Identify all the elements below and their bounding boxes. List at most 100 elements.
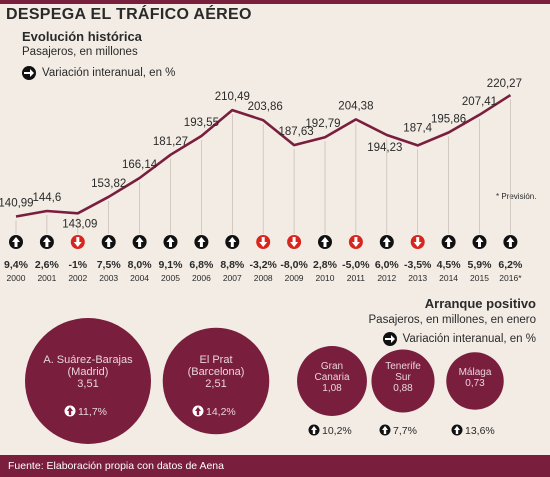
arrow-up-icon — [9, 235, 23, 249]
variation-label: 2,8% — [313, 259, 338, 271]
value-label: 195,86 — [431, 113, 466, 125]
bubble-name: A. Suárez-Barajas — [43, 354, 133, 366]
arrow-up-icon — [441, 235, 456, 249]
bubble-value: 3,51 — [77, 378, 98, 390]
value-label: 143,09 — [62, 218, 97, 230]
bubble-name: Sur — [395, 372, 411, 383]
bubble-circle — [25, 318, 151, 444]
value-label: 203,86 — [248, 101, 283, 113]
arrow-down-icon — [410, 235, 425, 249]
bubble-value: 0,73 — [465, 378, 485, 389]
bubble-legend: Variación interanual, en % — [382, 332, 536, 346]
value-label: 166,14 — [122, 159, 158, 171]
page-title: DESPEGA EL TRÁFICO AÉREO — [6, 6, 252, 23]
arrow-down-icon — [256, 235, 271, 249]
bubble-name: (Barcelona) — [188, 366, 245, 378]
year-label: 2001 — [37, 273, 56, 283]
variation-label: 6,2% — [498, 259, 523, 271]
arrow-up-icon — [101, 235, 116, 249]
arrow-up-icon — [379, 424, 391, 436]
year-label: 2011 — [347, 273, 366, 283]
bubble-value: 1,08 — [322, 383, 342, 394]
year-label: 2008 — [254, 273, 273, 283]
value-label: 144,6 — [33, 192, 62, 204]
arrow-up-icon — [39, 235, 54, 249]
bubble-name: Gran — [321, 361, 343, 372]
series-line — [15, 94, 512, 218]
bubble-circle — [162, 327, 270, 435]
year-label: 2003 — [99, 273, 118, 283]
variation-label: 4,5% — [437, 259, 462, 271]
airport-bubble: A. Suárez-Barajas(Madrid)3,51 11,7% — [25, 318, 151, 444]
variation-label: 6,8% — [189, 259, 214, 271]
year-label: 2000 — [7, 273, 26, 283]
bubble-circle — [446, 352, 504, 410]
value-label: 220,27 — [487, 78, 522, 90]
year-label: 2013 — [408, 273, 427, 283]
bubble-circle — [371, 349, 435, 413]
value-label: 204,38 — [338, 100, 373, 112]
top-accent-bar — [0, 0, 550, 4]
variation-label: -5,0% — [342, 259, 370, 271]
bubble-variation: 14,2% — [206, 406, 236, 418]
bubble-variation: 13,6% — [465, 425, 495, 437]
value-label: 181,27 — [153, 136, 188, 148]
arrow-up-icon — [132, 235, 147, 249]
bubble-name: Canaria — [314, 372, 349, 383]
arrow-up-icon — [192, 405, 204, 417]
variation-label: 8,8% — [220, 259, 245, 271]
variation-label: 2,6% — [35, 259, 60, 271]
value-label: 194,23 — [367, 142, 402, 154]
chart-subtitle: Evolución histórica — [22, 29, 142, 44]
chart-unit: Pasajeros, en millones — [22, 46, 138, 58]
bubble-name: Tenerife — [385, 361, 421, 372]
arrow-up-icon — [163, 235, 178, 249]
bubble-variation: 7,7% — [393, 425, 417, 437]
year-label: 2006 — [192, 273, 211, 283]
bubble-variation: 10,2% — [322, 425, 352, 437]
arrow-up-icon — [194, 235, 209, 249]
variation-label: 6,0% — [375, 259, 400, 271]
year-label: 2014 — [439, 273, 458, 283]
year-label: 2016* — [499, 273, 522, 283]
arrow-right-icon — [22, 66, 36, 80]
year-label: 2002 — [68, 273, 87, 283]
arrow-up-icon — [379, 235, 394, 249]
arrow-down-icon — [287, 235, 302, 249]
variation-label: -3,5% — [404, 259, 432, 271]
arrow-up-icon — [308, 424, 320, 436]
arrow-up-icon — [318, 235, 332, 249]
arrow-down-icon — [70, 235, 85, 249]
value-label: 140,99 — [0, 197, 34, 209]
variation-label: -3,2% — [249, 259, 277, 271]
forecast-note: * Previsión. — [496, 192, 537, 201]
value-label: 192,79 — [305, 118, 340, 130]
bubble-circle — [297, 346, 367, 416]
value-label: 153,82 — [91, 178, 126, 190]
variation-label: 9,1% — [159, 259, 184, 271]
value-label: 187,63 — [279, 126, 314, 138]
arrow-up-icon — [451, 424, 463, 436]
arrow-up-icon — [503, 235, 518, 249]
source-footer: Fuente: Elaboración propia con datos de … — [0, 455, 550, 477]
value-label: 193,55 — [184, 117, 219, 129]
airport-bubble: El Prat(Barcelona)2,51 14,2% — [162, 327, 270, 435]
value-label: 187,4 — [403, 122, 432, 134]
year-label: 2010 — [316, 273, 335, 283]
arrow-up-icon — [472, 235, 487, 249]
arrow-up-icon — [64, 405, 76, 417]
variation-label: 7,5% — [97, 259, 122, 271]
value-label: 210,49 — [215, 91, 250, 103]
year-label: 2007 — [223, 273, 242, 283]
year-label: 2004 — [130, 273, 149, 283]
variation-label: 9,4% — [4, 259, 29, 271]
year-label: 2015 — [470, 273, 489, 283]
arrow-right-icon — [382, 332, 397, 346]
year-label: 2009 — [285, 273, 304, 283]
legend-label: Variación interanual, en % — [42, 67, 176, 79]
variation-label: -1% — [68, 259, 87, 271]
bubble-section-title: Arranque positivo — [424, 296, 536, 311]
